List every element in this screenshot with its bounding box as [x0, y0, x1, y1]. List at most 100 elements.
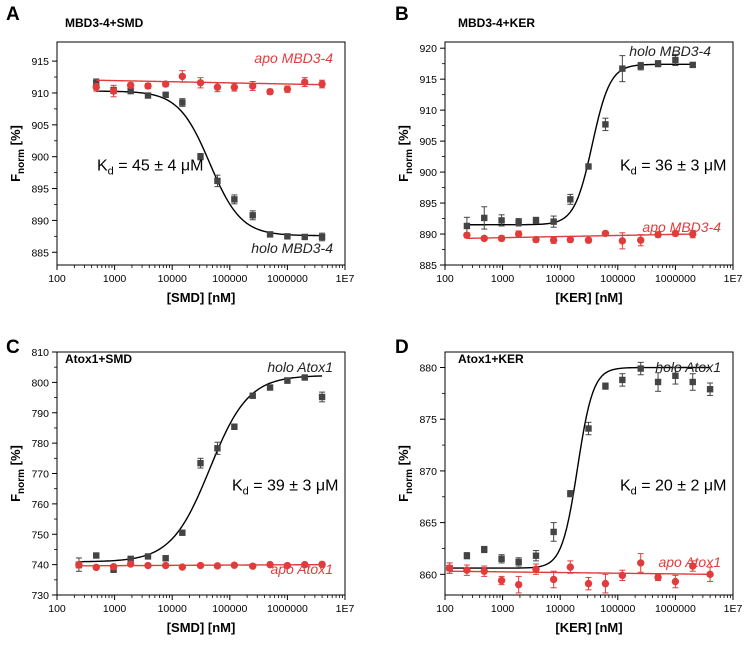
y-tick-label: 895 [31, 184, 49, 196]
panel-label: C [6, 337, 20, 358]
x-tick-label: 1000 [103, 603, 127, 615]
data-point [284, 233, 291, 240]
plot-frame [56, 41, 346, 266]
y-tick-label: 900 [31, 152, 49, 164]
data-point [689, 230, 697, 238]
series-label: apo MBD3-4 [254, 50, 333, 66]
series-holo-mbd3-4: holo MBD3-4 [93, 78, 333, 256]
data-point [566, 563, 575, 571]
data-point [637, 236, 645, 244]
x-tick-label: 1E7 [336, 603, 355, 615]
data-point [214, 177, 221, 185]
panel-label: B [395, 4, 409, 25]
data-point [249, 212, 256, 219]
data-point [283, 561, 292, 570]
data-point [109, 87, 118, 95]
data-point [549, 236, 558, 244]
data-point [618, 237, 627, 245]
data-point [178, 563, 187, 571]
series-holo-mbd3-4: holo MBD3-4 [463, 43, 711, 236]
y-tick-label: 905 [31, 120, 49, 132]
data-point [497, 576, 506, 585]
x-tick-label: 100 [436, 603, 454, 615]
y-tick-label: 885 [419, 260, 437, 272]
panel-b: B MBD3-4+KER 100 1000 10000 100000 1000000 1E7 8… [395, 4, 742, 305]
data-point [654, 60, 662, 67]
data-point [93, 552, 100, 559]
series-apo-mbd3-4: apo MBD3-4 [463, 219, 721, 250]
plot-frame [444, 351, 734, 596]
data-point [567, 196, 574, 203]
x-tick-label: 1000000 [655, 273, 696, 285]
y-tick-label: 920 [419, 43, 437, 55]
y-tick-label: 790 [31, 408, 49, 420]
data-point [480, 567, 488, 575]
y-tick-label: 810 [31, 347, 49, 359]
data-point [602, 382, 609, 390]
data-point [197, 153, 204, 160]
data-point [532, 235, 540, 244]
data-point [463, 231, 471, 239]
data-point [213, 83, 222, 91]
data-point [109, 563, 118, 571]
y-tick-label: 890 [31, 215, 49, 227]
kd-sub: d [243, 486, 249, 498]
kd-annotation: Kd = 39 ± 3 μM [232, 478, 338, 498]
data-point [92, 83, 100, 91]
data-point [266, 560, 274, 569]
data-point [179, 529, 186, 536]
data-point [196, 561, 205, 570]
data-point [637, 365, 644, 372]
data-point [301, 233, 308, 241]
data-point [75, 561, 83, 569]
data-point [126, 81, 135, 90]
x-tick-label: 10000 [546, 603, 575, 615]
data-point [601, 579, 610, 588]
series-label: holo MBD3-4 [251, 240, 333, 256]
data-point [672, 56, 679, 64]
y-label-main: F [396, 174, 411, 182]
x-tick-label: 1000 [491, 273, 515, 285]
y-label-sub: norm [16, 149, 27, 174]
data-point [445, 564, 454, 572]
data-point [602, 121, 609, 128]
kd-value: = 36 ± 3 μM [637, 158, 727, 175]
y-tick-label: 780 [31, 438, 49, 450]
data-point [671, 229, 680, 238]
series-apo-atox1: apo Atox1 [445, 553, 721, 594]
data-point [230, 561, 239, 569]
panel-title: MBD3-4+SMD [65, 16, 144, 30]
y-label-main: F [396, 494, 411, 502]
data-point [619, 65, 626, 72]
data-point [637, 62, 644, 70]
kd-main: K [620, 478, 631, 495]
y-label-sub: norm [404, 469, 415, 494]
y-tick-label: 870 [419, 466, 437, 478]
data-point [127, 555, 134, 563]
x-tick-label: 1000000 [267, 603, 308, 615]
y-axis-label: Fnorm [%] [396, 445, 415, 502]
data-point [230, 83, 239, 91]
y-tick-label: 910 [31, 88, 49, 100]
x-tick-label: 10000 [546, 273, 575, 285]
data-point [301, 374, 308, 381]
data-point [318, 393, 326, 401]
data-point [144, 553, 152, 560]
data-point [196, 79, 205, 87]
y-tick-label: 915 [419, 74, 437, 86]
y-label-main: F [8, 174, 23, 182]
data-point [266, 87, 274, 96]
kd-sub: d [108, 166, 114, 178]
data-point [532, 552, 540, 559]
y-axis-label: Fnorm [%] [8, 445, 27, 502]
y-tick-label: 880 [419, 363, 437, 375]
series-holo-atox1: holo Atox1 [75, 359, 333, 573]
fit-curve [96, 79, 323, 86]
x-tick-label: 1E7 [724, 273, 743, 285]
data-point [585, 425, 592, 432]
data-point [550, 218, 557, 225]
data-point [654, 378, 662, 386]
panel-c: C Atox1+SMD 100 1000 10000 100000 1000000 1E7 73… [6, 337, 354, 635]
data-point [706, 386, 714, 393]
data-point [249, 392, 256, 399]
